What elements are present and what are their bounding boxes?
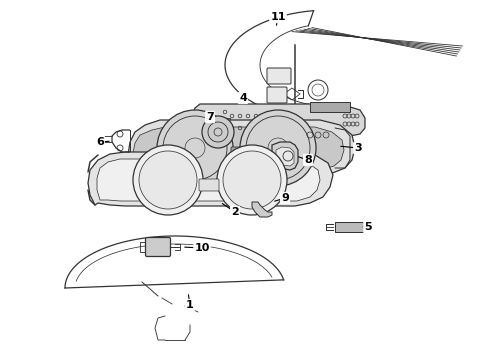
FancyBboxPatch shape (267, 87, 287, 103)
FancyBboxPatch shape (310, 102, 350, 112)
Text: 8: 8 (304, 155, 312, 165)
Circle shape (133, 145, 203, 215)
Polygon shape (128, 120, 355, 174)
FancyBboxPatch shape (231, 147, 255, 161)
Polygon shape (252, 202, 272, 217)
Text: 5: 5 (364, 222, 372, 232)
Polygon shape (97, 159, 320, 201)
Polygon shape (190, 104, 365, 138)
Text: 7: 7 (206, 112, 214, 122)
Circle shape (217, 145, 287, 215)
Polygon shape (276, 147, 294, 166)
FancyBboxPatch shape (199, 179, 219, 191)
Circle shape (157, 110, 233, 186)
Text: 2: 2 (231, 207, 239, 217)
Circle shape (202, 116, 234, 148)
Text: 3: 3 (354, 143, 362, 153)
Polygon shape (272, 142, 298, 170)
Text: 11: 11 (270, 12, 286, 22)
Circle shape (240, 110, 316, 186)
Polygon shape (133, 127, 344, 170)
FancyBboxPatch shape (146, 238, 171, 256)
Circle shape (223, 151, 281, 209)
Text: 1: 1 (186, 300, 194, 310)
Text: 10: 10 (195, 243, 210, 253)
FancyBboxPatch shape (335, 222, 363, 232)
Text: 6: 6 (96, 137, 104, 147)
FancyBboxPatch shape (267, 68, 291, 84)
Circle shape (139, 151, 197, 209)
Polygon shape (88, 152, 333, 206)
Text: 9: 9 (281, 193, 289, 203)
Text: 4: 4 (239, 93, 247, 103)
